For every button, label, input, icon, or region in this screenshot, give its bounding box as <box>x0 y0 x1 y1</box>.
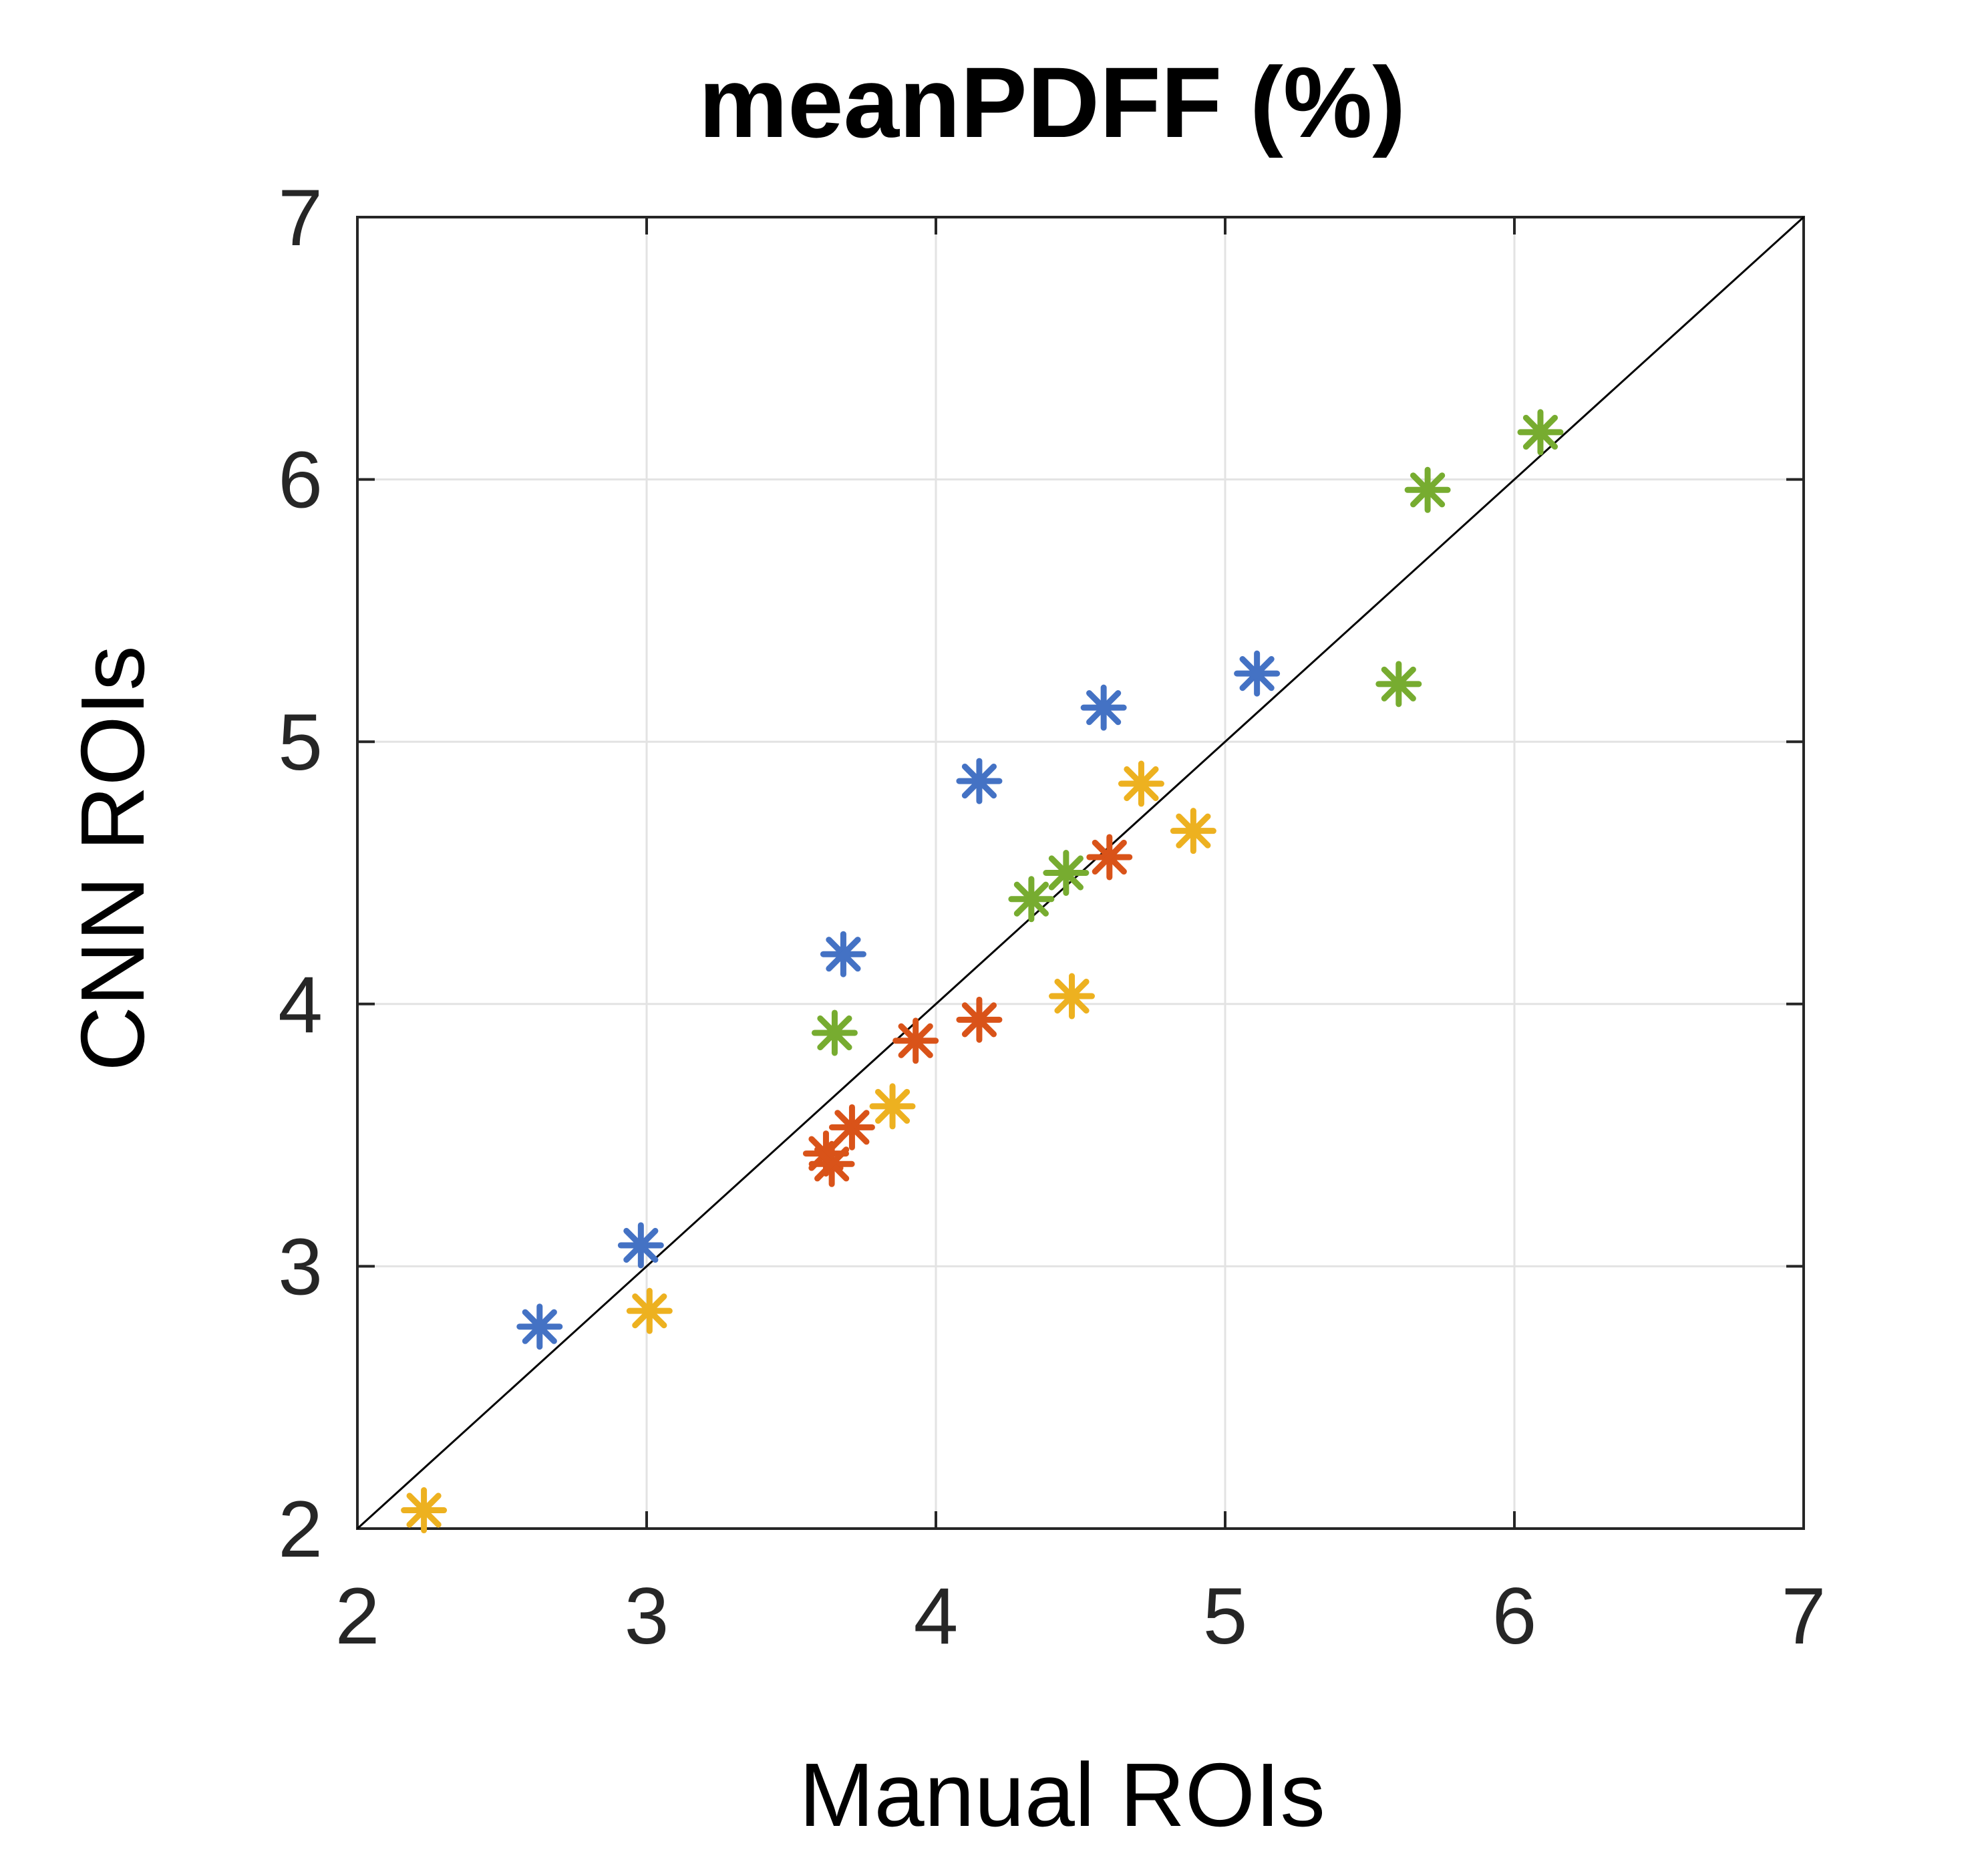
y-tick-label: 7 <box>278 173 323 263</box>
marker-stroke <box>1092 839 1127 875</box>
marker-stroke <box>1054 978 1090 1014</box>
series-series-1 <box>516 650 1281 1350</box>
data-point <box>869 1083 916 1130</box>
marker-stroke <box>874 1088 911 1124</box>
y-tick-label: 6 <box>278 436 323 525</box>
data-point <box>1118 760 1164 807</box>
data-point <box>1375 661 1422 708</box>
data-point <box>892 1018 939 1064</box>
data-point <box>1008 876 1055 923</box>
marker-stroke <box>826 937 861 972</box>
marker-stroke <box>406 1493 442 1528</box>
y-tick-label: 5 <box>278 697 323 787</box>
series-series-4 <box>811 409 1564 1056</box>
marker-stroke <box>1522 414 1558 450</box>
y-tick-label: 2 <box>278 1484 323 1574</box>
data-point <box>811 1009 858 1056</box>
y-axis-label: CNN ROIs <box>62 645 163 1072</box>
marker-stroke <box>1176 813 1211 848</box>
marker-stroke <box>1239 656 1275 691</box>
data-point <box>820 931 866 977</box>
data-point <box>1086 834 1133 881</box>
marker-stroke <box>522 1309 557 1344</box>
x-tick-label: 3 <box>625 1571 669 1661</box>
marker-stroke <box>1086 690 1122 726</box>
data-point <box>956 996 1003 1043</box>
marker-stroke <box>1048 855 1084 891</box>
data-point <box>1080 684 1127 731</box>
marker-stroke <box>817 1015 852 1051</box>
marker-stroke <box>632 1293 667 1329</box>
data-points <box>401 409 1564 1534</box>
series-series-3 <box>401 760 1216 1534</box>
marker-stroke <box>834 1110 870 1145</box>
data-point <box>626 1287 673 1334</box>
data-point <box>828 1104 875 1150</box>
x-tick-label: 4 <box>914 1571 959 1661</box>
marker-stroke <box>1013 881 1049 917</box>
data-point <box>1234 650 1281 697</box>
marker-stroke <box>1124 766 1159 802</box>
chart-title: meanPDFF (%) <box>699 46 1406 158</box>
y-tick-label: 3 <box>278 1222 323 1311</box>
data-point <box>617 1222 664 1269</box>
series-series-2 <box>802 834 1133 1187</box>
marker-stroke <box>898 1023 933 1058</box>
x-tick-label: 2 <box>335 1571 380 1661</box>
axis-ticks: 2 3 4 5 6 7 2 3 4 5 6 7 <box>278 173 1826 1661</box>
data-point <box>1170 808 1216 854</box>
data-point <box>1404 466 1451 513</box>
x-tick-label: 7 <box>1782 1571 1826 1661</box>
x-tick-label: 6 <box>1492 1571 1537 1661</box>
marker-stroke <box>1410 472 1446 508</box>
data-point <box>1043 850 1090 896</box>
marker-stroke <box>814 1146 850 1182</box>
data-point <box>1049 973 1096 1020</box>
x-tick-label: 5 <box>1203 1571 1248 1661</box>
data-point <box>808 1140 855 1187</box>
data-point <box>516 1303 563 1350</box>
data-point <box>401 1487 448 1534</box>
x-axis-label: Manual ROIs <box>799 1744 1325 1845</box>
marker-stroke <box>1381 666 1416 701</box>
marker-stroke <box>623 1227 659 1263</box>
data-point <box>1517 409 1564 456</box>
data-point <box>956 758 1003 804</box>
marker-stroke <box>961 763 997 799</box>
plot-frame <box>356 216 1805 1530</box>
marker-stroke <box>961 1002 997 1038</box>
y-tick-label: 4 <box>278 960 323 1050</box>
